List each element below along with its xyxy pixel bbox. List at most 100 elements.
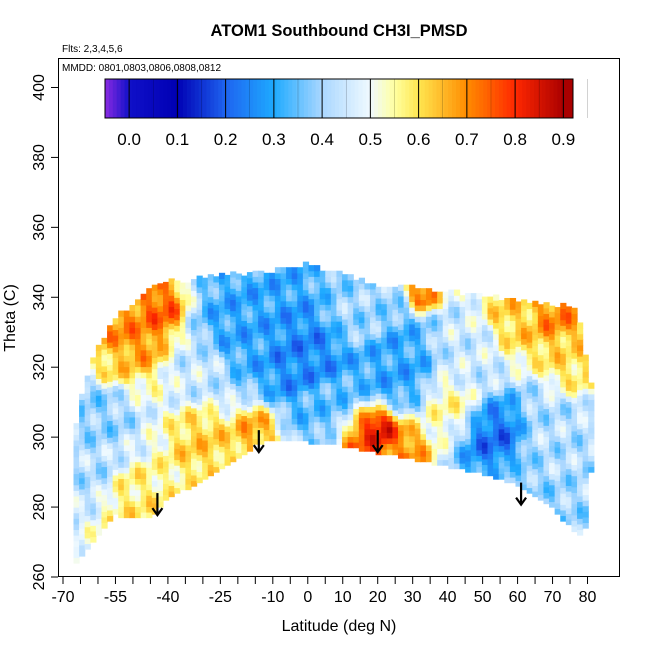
heat-cell xyxy=(537,472,545,479)
heat-cell xyxy=(163,360,170,367)
heat-cell xyxy=(224,425,231,433)
heat-cell xyxy=(258,410,265,417)
heat-cell xyxy=(330,360,338,367)
heat-cell xyxy=(196,359,203,366)
heat-cell xyxy=(146,511,153,519)
heat-cell xyxy=(498,333,505,340)
heat-cell xyxy=(465,360,472,367)
heat-cell xyxy=(515,430,522,437)
heat-cell xyxy=(140,478,147,485)
heat-cell xyxy=(218,423,226,431)
heat-cell xyxy=(157,333,164,340)
heat-cell xyxy=(274,323,282,330)
heat-cell xyxy=(403,351,410,359)
heat-cell xyxy=(498,356,505,363)
heat-cell xyxy=(476,460,483,468)
heat-cell xyxy=(414,405,421,412)
colorbar-segment xyxy=(506,79,512,118)
heat-cell xyxy=(157,395,164,402)
heat-cell xyxy=(90,474,97,482)
heat-cell xyxy=(168,435,175,442)
heat-cell xyxy=(280,418,287,425)
heat-cell xyxy=(498,389,505,396)
heat-cell xyxy=(476,382,483,389)
heat-cell xyxy=(448,367,455,375)
heat-cell xyxy=(565,311,573,319)
heat-cell xyxy=(336,281,343,289)
heat-cell xyxy=(263,395,270,403)
heat-cell xyxy=(190,390,198,398)
heat-cell xyxy=(196,443,203,450)
heat-cell xyxy=(336,293,343,300)
heat-cell xyxy=(342,290,349,298)
heat-cell xyxy=(358,428,366,435)
heat-cell xyxy=(207,279,214,286)
heat-cell xyxy=(442,448,449,455)
heat-cell xyxy=(207,313,214,320)
heat-cell xyxy=(336,326,343,333)
heat-cell xyxy=(107,370,114,377)
heat-cell xyxy=(521,400,528,407)
heat-cell xyxy=(146,411,153,418)
heat-cell xyxy=(79,528,86,535)
heat-cell xyxy=(493,328,500,335)
heat-cell xyxy=(241,404,248,411)
colorbar-segment xyxy=(245,79,250,118)
heat-cell xyxy=(532,401,539,408)
heat-cell xyxy=(252,399,259,406)
heat-cell xyxy=(526,397,533,405)
heat-cell xyxy=(537,449,545,456)
heat-cell xyxy=(230,394,237,401)
heat-cell xyxy=(481,408,489,415)
heat-cell xyxy=(554,424,561,431)
heat-cell xyxy=(308,432,315,440)
heat-cell xyxy=(241,387,248,394)
heat-cell xyxy=(504,348,511,355)
heat-cell xyxy=(123,422,131,429)
heat-cell xyxy=(185,388,192,396)
heat-cell xyxy=(381,426,388,433)
heat-cell xyxy=(286,418,293,425)
heat-cell xyxy=(112,446,119,454)
heat-cell xyxy=(218,446,226,453)
heat-cell xyxy=(448,328,455,335)
heat-cell xyxy=(185,450,192,457)
heat-cell xyxy=(342,358,349,365)
heat-cell xyxy=(403,390,410,398)
heat-cell xyxy=(420,349,427,356)
heat-cell xyxy=(409,301,416,308)
heat-cell xyxy=(386,337,393,344)
heat-cell xyxy=(370,389,377,396)
heat-cell xyxy=(79,477,86,484)
heat-cell xyxy=(325,354,332,361)
heat-cell xyxy=(224,381,231,388)
heat-cell xyxy=(336,304,343,311)
heat-cell xyxy=(353,363,360,370)
heat-cell xyxy=(286,407,293,414)
heat-cell xyxy=(442,325,449,332)
heat-cell xyxy=(459,429,466,436)
heat-cell xyxy=(571,397,578,404)
heat-cell xyxy=(163,460,170,468)
heat-cell xyxy=(302,328,310,335)
heat-cell xyxy=(308,393,315,400)
heat-cell xyxy=(386,331,393,338)
heat-cell xyxy=(319,399,326,406)
heat-cell xyxy=(157,456,164,463)
heat-cell xyxy=(263,373,270,380)
heat-cell xyxy=(135,372,142,379)
heat-cell xyxy=(252,309,259,317)
heat-cell xyxy=(140,332,147,340)
heat-cell xyxy=(481,307,489,314)
heat-cell xyxy=(118,489,125,496)
heat-cell xyxy=(381,432,388,439)
heat-cell xyxy=(286,267,293,274)
heat-cell xyxy=(476,388,483,395)
heat-cell xyxy=(342,436,349,443)
heat-cell xyxy=(577,451,584,458)
heat-cell xyxy=(375,348,382,355)
heat-cell xyxy=(157,350,164,357)
heat-cell xyxy=(118,444,125,452)
heat-cell xyxy=(107,386,114,393)
heat-cell xyxy=(140,394,147,401)
